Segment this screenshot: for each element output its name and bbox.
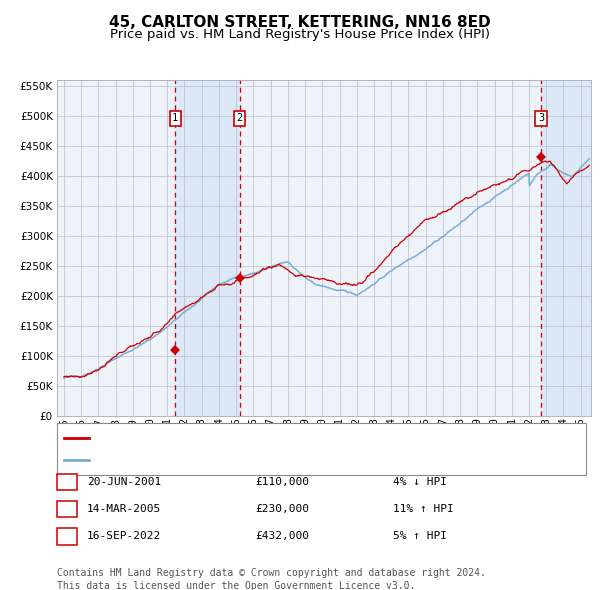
Bar <box>541 80 591 416</box>
Text: Price paid vs. HM Land Registry's House Price Index (HPI): Price paid vs. HM Land Registry's House … <box>110 28 490 41</box>
Text: £432,000: £432,000 <box>255 532 309 541</box>
Text: £230,000: £230,000 <box>255 504 309 514</box>
Text: 2: 2 <box>64 504 70 514</box>
Text: Contains HM Land Registry data © Crown copyright and database right 2024.: Contains HM Land Registry data © Crown c… <box>57 568 486 578</box>
Text: This data is licensed under the Open Government Licence v3.0.: This data is licensed under the Open Gov… <box>57 581 415 590</box>
Text: 1: 1 <box>64 477 70 487</box>
Text: 11% ↑ HPI: 11% ↑ HPI <box>393 504 454 514</box>
Text: 45, CARLTON STREET, KETTERING, NN16 8ED: 45, CARLTON STREET, KETTERING, NN16 8ED <box>109 15 491 30</box>
Text: 5% ↑ HPI: 5% ↑ HPI <box>393 532 447 541</box>
Text: 3: 3 <box>538 113 544 123</box>
Text: £110,000: £110,000 <box>255 477 309 487</box>
Text: 2: 2 <box>236 113 243 123</box>
Text: 20-JUN-2001: 20-JUN-2001 <box>87 477 161 487</box>
Text: 4% ↓ HPI: 4% ↓ HPI <box>393 477 447 487</box>
Text: 1: 1 <box>172 113 178 123</box>
Bar <box>175 80 239 416</box>
Text: 45, CARLTON STREET, KETTERING, NN16 8ED (detached house): 45, CARLTON STREET, KETTERING, NN16 8ED … <box>97 432 475 442</box>
Text: 3: 3 <box>64 532 70 541</box>
Text: HPI: Average price, detached house, North Northamptonshire: HPI: Average price, detached house, Nort… <box>97 455 488 466</box>
Text: 14-MAR-2005: 14-MAR-2005 <box>87 504 161 514</box>
Text: 16-SEP-2022: 16-SEP-2022 <box>87 532 161 541</box>
